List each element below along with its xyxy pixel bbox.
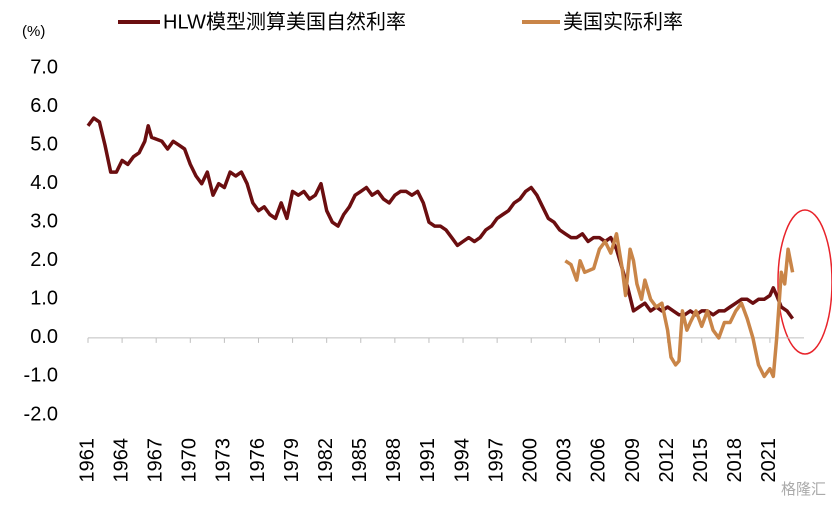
series-line	[86, 116, 795, 320]
x-tick-label: 1985	[349, 438, 371, 483]
y-tick-label: 2.0	[30, 249, 58, 271]
x-tick-label: 1982	[315, 438, 337, 483]
x-tick-label: 1997	[485, 438, 507, 483]
x-tick-label: 2021	[758, 438, 780, 483]
y-tick-label: 0.0	[30, 326, 58, 348]
x-tick-label: 1961	[76, 438, 98, 483]
y-tick-label: 5.0	[30, 133, 58, 155]
x-tick-label: 1979	[281, 438, 303, 483]
x-tick-label: 1991	[417, 438, 439, 483]
legend-label: 美国实际利率	[563, 10, 683, 33]
y-unit-label: (%)	[22, 23, 45, 40]
x-tick-label: 2012	[656, 438, 678, 483]
series-line	[564, 232, 795, 379]
x-tick-label: 1973	[213, 438, 235, 483]
x-tick-label: 2006	[588, 438, 610, 483]
y-tick-label: 4.0	[30, 172, 58, 194]
y-tick-label: 3.0	[30, 211, 58, 233]
x-tick-label: 2003	[554, 438, 576, 483]
x-tick-label: 2015	[690, 438, 712, 483]
x-tick-label: 2009	[622, 438, 644, 483]
y-tick-label: 7.0	[30, 56, 58, 78]
x-tick-label: 2000	[520, 438, 542, 483]
watermark: 格隆汇	[781, 481, 826, 498]
x-tick-label: 1964	[110, 438, 132, 483]
y-tick-label: 1.0	[30, 288, 58, 310]
x-tick-label: 2018	[724, 438, 746, 483]
y-tick-label: -1.0	[24, 365, 58, 387]
y-tick-label: 6.0	[30, 95, 58, 117]
x-tick-label: 1970	[179, 438, 201, 483]
x-tick-label: 1967	[144, 438, 166, 483]
legend-label: HLW模型测算美国自然利率	[163, 10, 406, 33]
x-tick-label: 1976	[247, 438, 269, 483]
x-tick-label: 1988	[383, 438, 405, 483]
x-tick-label: 1994	[451, 438, 473, 483]
highlight-ellipse	[777, 209, 832, 355]
y-tick-label: -2.0	[24, 403, 58, 425]
